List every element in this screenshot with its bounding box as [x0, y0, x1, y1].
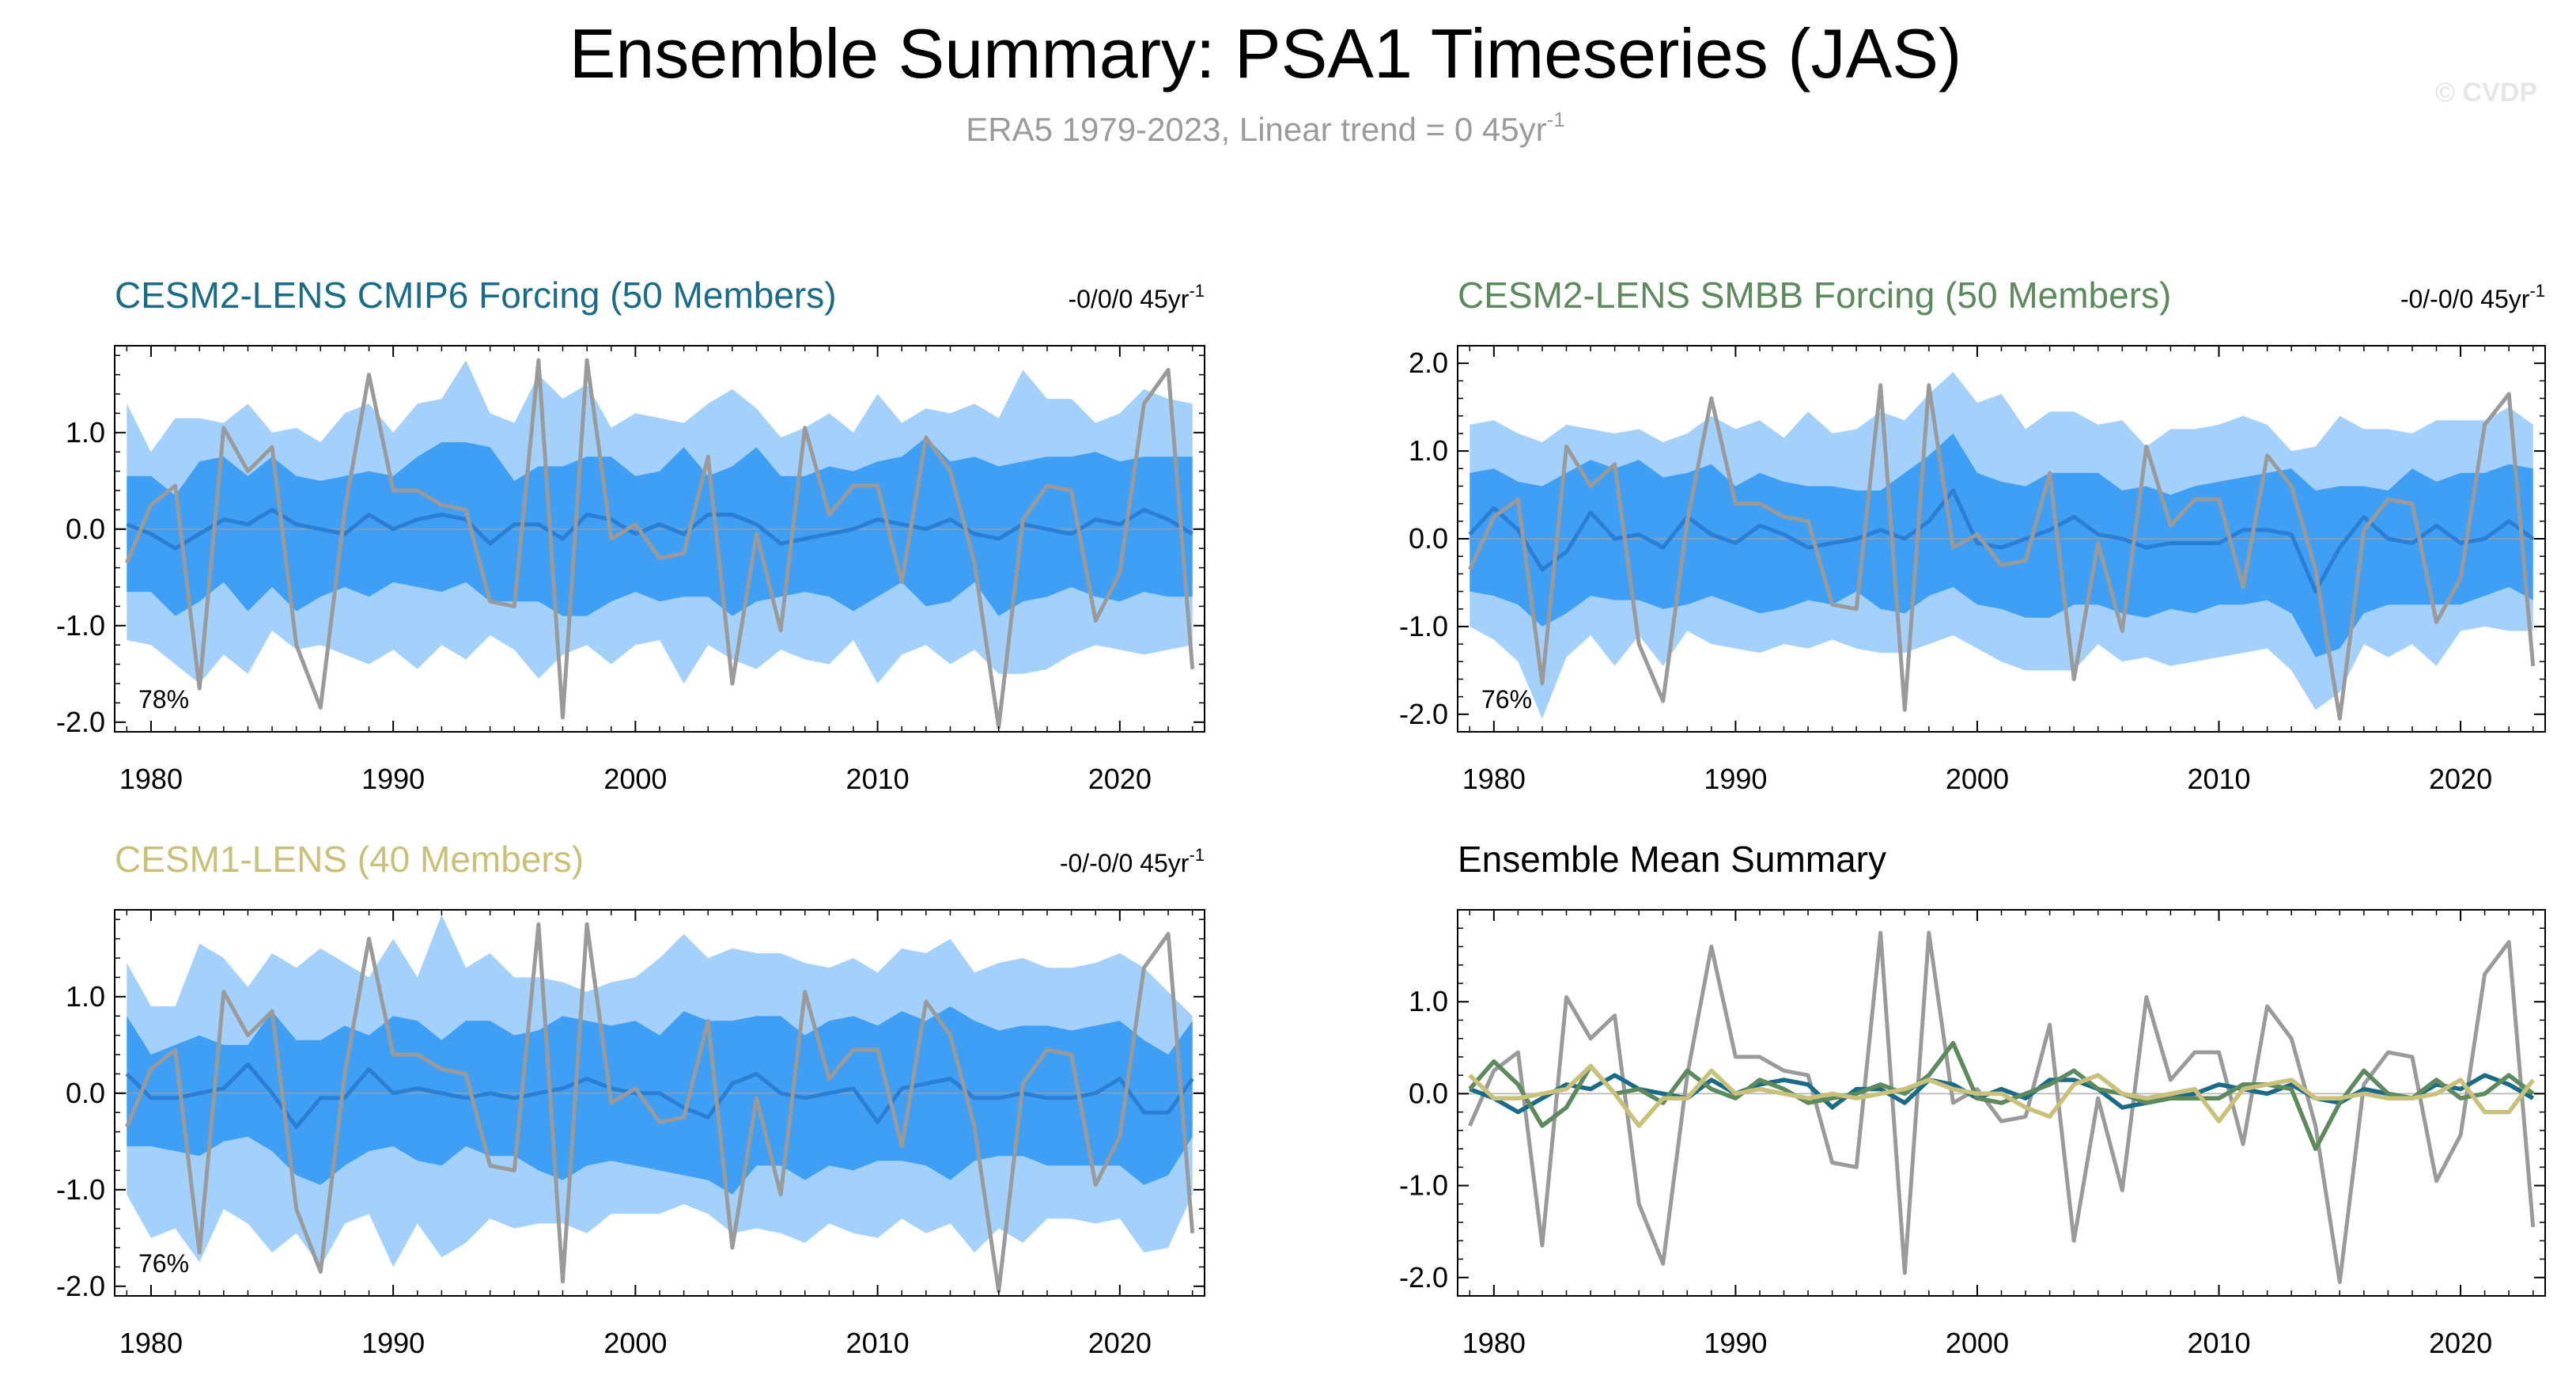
y-tick-label: -2.0: [56, 1270, 105, 1302]
y-tick-label: 0.0: [66, 1077, 105, 1109]
y-tick-label: -1.0: [56, 1173, 105, 1206]
y-tick-label: 1.0: [1409, 434, 1448, 467]
y-tick-label: 0.0: [1409, 1077, 1448, 1109]
percent-label: 76%: [1481, 685, 1532, 714]
figure-title: Ensemble Summary: PSA1 Timeseries (JAS): [569, 14, 1962, 93]
x-tick-label: 1990: [1704, 763, 1767, 795]
x-tick-label: 2010: [2187, 1327, 2250, 1359]
copyright-watermark: © CVDP: [2435, 78, 2537, 108]
panel-cmip6: CESM2-LENS CMIP6 Forcing (50 Members) -0/…: [56, 275, 1205, 795]
observed-line: [124, 358, 1195, 729]
trend-label: -0/0/0 45yr-1: [1068, 281, 1205, 313]
panel-cesm1: CESM1-LENS (40 Members) -0/-0/0 45yr-1 76%…: [56, 839, 1205, 1359]
x-tick-label: 1990: [361, 1327, 425, 1359]
y-tick-label: 2.0: [1409, 347, 1448, 379]
trend-label: -0/-0/0 45yr-1: [1060, 845, 1205, 877]
series-line: [1468, 930, 2536, 1285]
y-tick-label: -2.0: [1399, 1261, 1448, 1294]
x-tick-label: 2000: [1946, 763, 2009, 795]
y-tick-label: -2.0: [56, 706, 105, 738]
x-tick-label: 2010: [846, 1327, 910, 1359]
series-line: [1468, 1040, 2535, 1151]
panel-title: CESM1-LENS (40 Members): [115, 839, 584, 880]
y-tick-label: 1.0: [66, 980, 105, 1013]
y-tick-label: -1.0: [1399, 1169, 1448, 1202]
x-tick-label: 2020: [2429, 763, 2492, 795]
panel-title: CESM2-LENS SMBB Forcing (50 Members): [1458, 275, 2171, 316]
x-tick-label: 2010: [2187, 763, 2250, 795]
x-tick-label: 1980: [119, 1327, 183, 1359]
percent-label: 78%: [138, 685, 189, 714]
ensemble-inner-range: [1470, 433, 2533, 657]
percent-label: 76%: [138, 1249, 189, 1278]
y-tick-label: 0.0: [66, 513, 105, 545]
trend-label: -0/-0/0 45yr-1: [2400, 281, 2545, 313]
ensemble-mean-line: [125, 1062, 1194, 1129]
y-tick-label: -1.0: [56, 609, 105, 642]
x-tick-label: 1980: [1462, 1327, 1526, 1359]
x-tick-label: 2020: [2429, 1327, 2492, 1359]
observed-line: [124, 922, 1195, 1294]
panel-ensemble-mean-summary: Ensemble Mean Summary -2.0 -1.0 0.0 1.0 1980 1…: [1399, 839, 2546, 1359]
y-tick-label: 1.0: [1409, 985, 1448, 1017]
figure-subtitle: ERA5 1979-2023, Linear trend = 0 45yr-1: [966, 108, 1564, 148]
y-tick-label: -1.0: [1399, 610, 1448, 642]
x-tick-label: 2000: [603, 763, 667, 795]
ensemble-mean-line: [1468, 488, 2535, 593]
panel-title: Ensemble Mean Summary: [1458, 839, 1886, 880]
x-tick-label: 2010: [846, 763, 910, 795]
x-tick-label: 2000: [1946, 1327, 2009, 1359]
x-tick-label: 1980: [119, 763, 183, 795]
series-line: [1468, 1063, 2535, 1128]
x-tick-label: 1990: [1704, 1327, 1767, 1359]
x-tick-label: 1980: [1462, 763, 1526, 795]
panel-title: CESM2-LENS CMIP6 Forcing (50 Members): [115, 275, 837, 316]
y-tick-label: -2.0: [1399, 698, 1448, 730]
y-tick-label: 0.0: [1409, 522, 1448, 555]
y-tick-label: 1.0: [66, 416, 105, 449]
x-tick-label: 2020: [1088, 1327, 1152, 1359]
ensemble-mean-line: [126, 507, 1193, 551]
x-tick-label: 1990: [361, 763, 425, 795]
x-tick-label: 2020: [1088, 763, 1152, 795]
panel-smbb: CESM2-LENS SMBB Forcing (50 Members) -0/-…: [1399, 275, 2546, 795]
observed-line: [1468, 383, 2536, 721]
x-tick-label: 2000: [603, 1327, 667, 1359]
